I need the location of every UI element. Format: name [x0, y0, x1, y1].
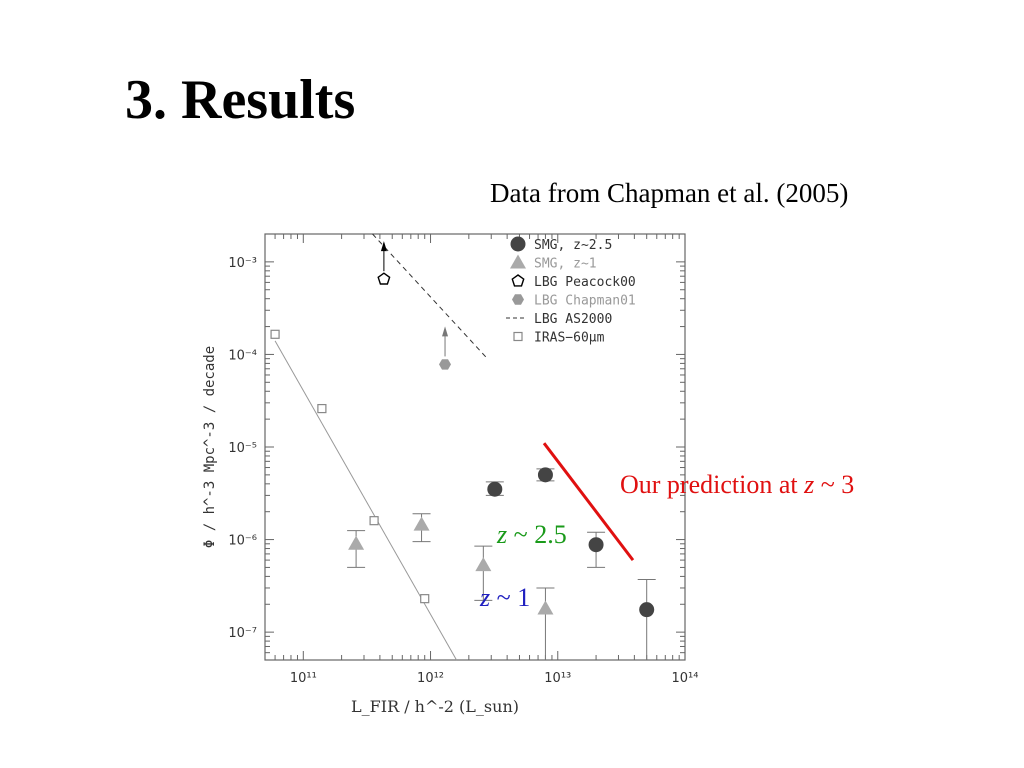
z1-suffix: ~ 1 — [490, 583, 531, 612]
y-tick-label: 10⁻³ — [228, 256, 257, 271]
slide-title: 3. Results — [125, 69, 356, 131]
legend-label: LBG AS2000 — [534, 312, 612, 327]
z1-z-symbol: z — [480, 583, 491, 612]
legend-item: SMG, z~2.5 — [510, 236, 612, 253]
legend-item: LBG Peacock00 — [511, 274, 636, 290]
legend-label: LBG Chapman01 — [534, 294, 636, 309]
prediction-annotation: Our prediction at z ~ 3 — [620, 470, 854, 500]
x-tick-label: 10¹² — [417, 671, 444, 686]
y-tick-label: 10⁻⁴ — [228, 348, 257, 363]
chart-legend: SMG, z~2.5 SMG, z~1 LBG Peacock00 LBG Chapm… — [506, 236, 636, 346]
data-point — [537, 467, 553, 483]
data-marks-layer — [270, 241, 656, 660]
x-axis-label: L_FIR / h^-2 (L_sun) — [351, 697, 519, 716]
y-tick-label: 10⁻⁷ — [228, 626, 257, 641]
prediction-suffix: ~ 3 — [814, 470, 855, 499]
data-point — [348, 535, 365, 550]
axes-layer — [264, 233, 686, 661]
data-point — [270, 329, 280, 339]
legend-swatch — [511, 274, 525, 287]
x-tick-label: 10¹¹ — [290, 671, 317, 686]
data-point — [413, 516, 430, 531]
z25-z-symbol: z — [497, 520, 508, 549]
data-source-caption: Data from Chapman et al. (2005) — [490, 178, 849, 208]
legend-item: LBG Chapman01 — [512, 294, 636, 309]
legend-label: LBG Peacock00 — [534, 275, 636, 290]
data-point — [537, 600, 554, 615]
data-point — [487, 481, 503, 497]
y-axis-label: Φ / h^-3 Mpc^-3 / decade — [202, 346, 218, 548]
data-point — [475, 557, 492, 572]
axis-labels: 10¹¹ 10¹² 10¹³ 10¹⁴ 10⁻⁷ 10⁻⁶ 10⁻⁵ 10⁻⁴ 10⁻³ L_FI… — [202, 256, 698, 716]
legend-item: SMG, z~1 — [510, 254, 597, 272]
data-point — [317, 403, 327, 414]
legend-label: IRAS−60μm — [534, 331, 605, 346]
x-tick-label: 10¹³ — [544, 671, 571, 686]
legend-swatch — [512, 294, 524, 305]
data-point — [369, 516, 379, 526]
iras-fit-line — [274, 340, 457, 661]
z1-annotation: z ~ 1 — [480, 583, 530, 613]
lower-limit-arrowhead — [380, 241, 387, 252]
legend-swatch — [510, 254, 526, 269]
prediction-prefix: Our prediction at — [620, 470, 805, 499]
data-point — [420, 594, 430, 604]
y-tick-label: 10⁻⁵ — [228, 441, 257, 456]
z25-annotation: z ~ 2.5 — [497, 520, 567, 550]
fit-lines-layer — [274, 233, 488, 661]
lower-limit-arrowhead — [442, 326, 449, 337]
data-point — [639, 602, 655, 618]
lbg-as2000-line — [372, 233, 488, 360]
legend-item: IRAS−60μm — [513, 331, 605, 346]
prediction-z-symbol: z — [804, 470, 815, 499]
legend-label: SMG, z~1 — [534, 257, 597, 272]
legend-swatch — [513, 331, 523, 342]
y-tick-label: 10⁻⁶ — [228, 534, 257, 549]
data-point — [377, 272, 391, 285]
prediction-line — [542, 442, 635, 562]
chart-svg: SMG, z~2.5 SMG, z~1 LBG Peacock00 LBG Chapm… — [190, 222, 720, 728]
legend-item: LBG AS2000 — [506, 312, 612, 327]
x-tick-label: 10¹⁴ — [672, 671, 699, 686]
legend-label: SMG, z~2.5 — [534, 238, 612, 253]
luminosity-function-chart: SMG, z~2.5 SMG, z~1 LBG Peacock00 LBG Chapm… — [190, 222, 720, 728]
data-point — [588, 537, 604, 553]
legend-swatch — [510, 236, 526, 252]
z25-suffix: ~ 2.5 — [507, 520, 567, 549]
data-point — [439, 359, 451, 370]
